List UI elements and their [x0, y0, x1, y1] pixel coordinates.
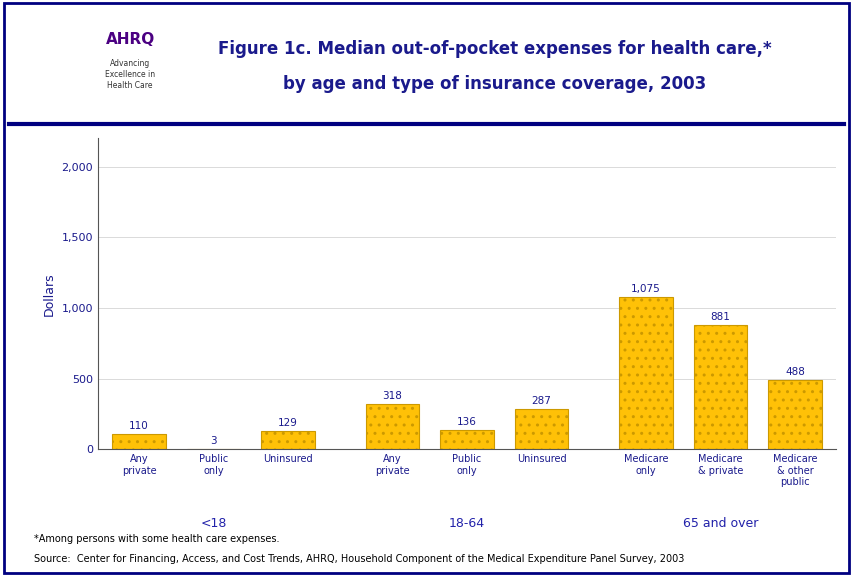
Bar [767, 380, 820, 449]
Text: Source:  Center for Financing, Access, and Cost Trends, AHRQ, Household Componen: Source: Center for Financing, Access, an… [34, 554, 683, 564]
Text: 136: 136 [457, 417, 476, 427]
Text: 65 and over: 65 and over [682, 517, 757, 530]
Bar [261, 431, 314, 449]
Text: 1,075: 1,075 [630, 284, 660, 294]
Text: 881: 881 [710, 312, 729, 321]
Text: 287: 287 [531, 396, 551, 406]
Text: 129: 129 [278, 418, 297, 428]
Text: by age and type of insurance coverage, 2003: by age and type of insurance coverage, 2… [283, 74, 705, 93]
Bar [366, 404, 419, 449]
Text: 3: 3 [210, 436, 216, 446]
Bar [440, 430, 493, 449]
Text: AHRQ: AHRQ [106, 32, 154, 47]
Bar [112, 434, 166, 449]
Text: <18: <18 [200, 517, 227, 530]
Text: 318: 318 [382, 391, 402, 401]
Text: 110: 110 [129, 420, 149, 431]
Text: 488: 488 [784, 367, 804, 377]
Bar [693, 325, 746, 449]
Bar [514, 409, 567, 449]
Y-axis label: Dollars: Dollars [43, 272, 56, 316]
Bar [619, 297, 672, 449]
Text: Figure 1c. Median out-of-pocket expenses for health care,*: Figure 1c. Median out-of-pocket expenses… [217, 40, 771, 58]
Text: Advancing
Excellence in
Health Care: Advancing Excellence in Health Care [105, 59, 155, 90]
Text: *Among persons with some health care expenses.: *Among persons with some health care exp… [34, 533, 279, 544]
Text: 18-64: 18-64 [448, 517, 485, 530]
